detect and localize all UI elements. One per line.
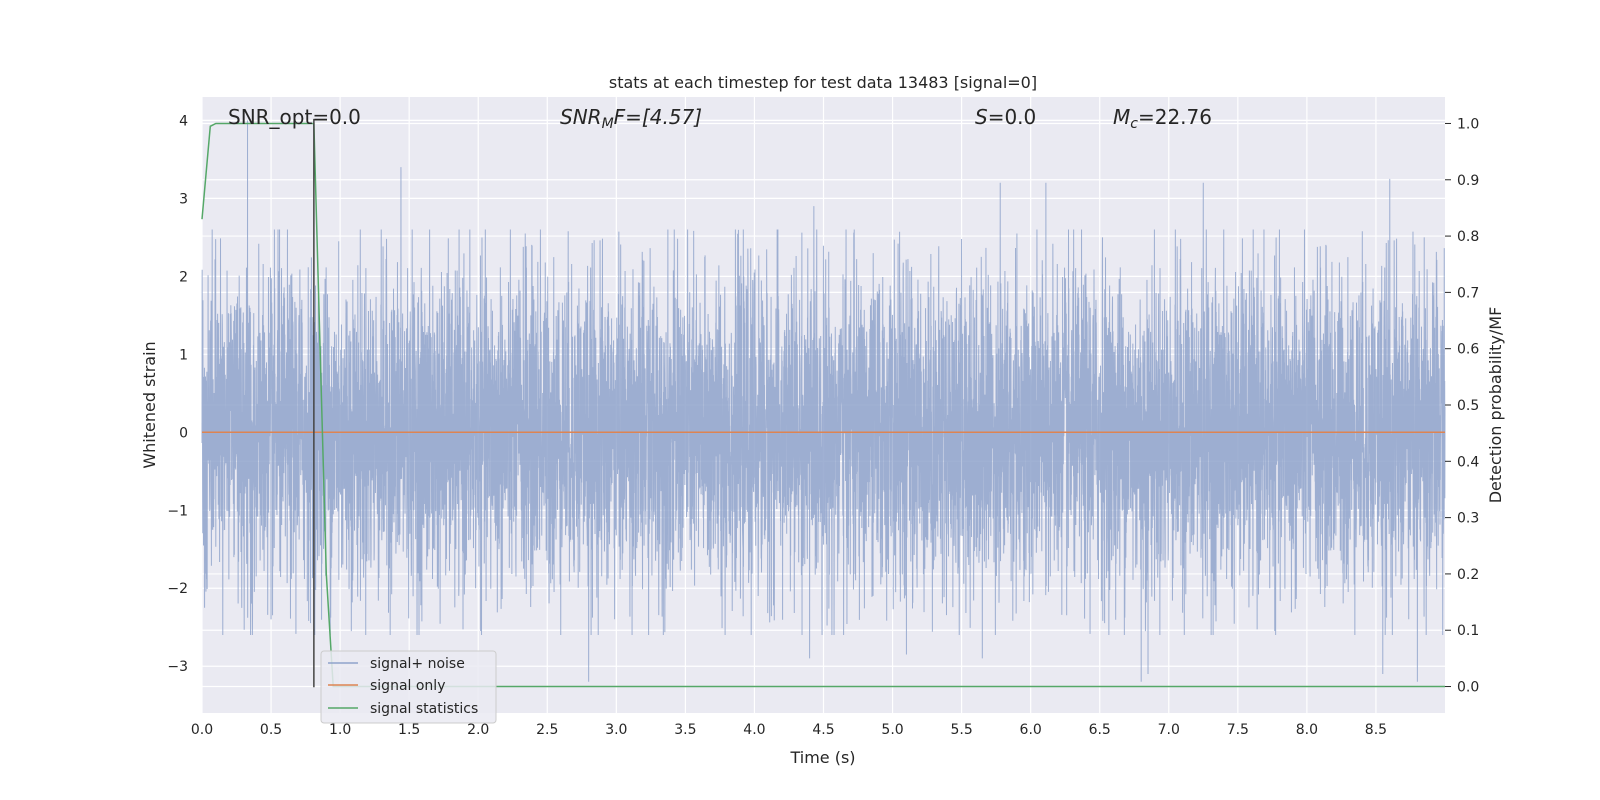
annotation-s-main: S bbox=[975, 105, 988, 129]
x-tick-label: 0.0 bbox=[191, 722, 213, 738]
annotation-snr-opt: SNR_opt=0.0 bbox=[228, 105, 361, 129]
x-tick-label: 4.0 bbox=[743, 722, 765, 738]
annotation-snr-mf: SNRMF=[4.57] bbox=[560, 105, 702, 132]
series-signal-noise bbox=[201, 120, 1446, 682]
annotation-s: S=0.0 bbox=[975, 105, 1036, 129]
y-tick-label: 4 bbox=[179, 113, 188, 129]
y2-tick-label: 0.6 bbox=[1457, 342, 1479, 358]
x-tick-label: 1.5 bbox=[398, 722, 420, 738]
legend: signal+ noise signal only signal statist… bbox=[320, 650, 497, 724]
y2-tick-label: 1.0 bbox=[1457, 116, 1479, 132]
y2-tick-label: 0.4 bbox=[1457, 454, 1479, 470]
annotation-snr-mf-rest: F=[4.57] bbox=[614, 105, 702, 129]
y2-tick-label: 0.1 bbox=[1457, 623, 1479, 639]
y-tick-label: 3 bbox=[179, 191, 188, 207]
x-tick-label: 1.0 bbox=[329, 722, 351, 738]
series-signal-statistics bbox=[201, 122, 1445, 688]
y-axis-right: 0.0 0.1 0.2 0.3 0.4 0.5 0.6 0.7 0.8 0.9 1.0 bbox=[1445, 116, 1479, 696]
y2-tick-label: 0.9 bbox=[1457, 173, 1479, 189]
x-tick-label: 7.0 bbox=[1158, 722, 1180, 738]
annotation-mc-main: M bbox=[1113, 105, 1130, 129]
x-tick-label: 8.5 bbox=[1365, 722, 1387, 738]
x-tick-label: 6.0 bbox=[1020, 722, 1042, 738]
x-tick-label: 8.0 bbox=[1296, 722, 1318, 738]
x-tick-label: 3.0 bbox=[605, 722, 627, 738]
x-tick-label: 4.5 bbox=[812, 722, 834, 738]
x-tick-label: 6.5 bbox=[1089, 722, 1111, 738]
x-tick-label: 2.5 bbox=[536, 722, 558, 738]
legend-label-signal-only: signal only bbox=[370, 678, 445, 694]
annotation-snr-mf-main: SNR bbox=[560, 105, 602, 129]
signal-statistics-line bbox=[201, 122, 1445, 688]
x-tick-label: 7.5 bbox=[1227, 722, 1249, 738]
noise-line bbox=[201, 120, 1446, 682]
y-tick-label: −3 bbox=[167, 659, 188, 675]
y-tick-label: −2 bbox=[167, 581, 188, 597]
y-tick-label: 0 bbox=[179, 425, 188, 441]
x-tick-label: 3.5 bbox=[674, 722, 696, 738]
y2-tick-label: 0.8 bbox=[1457, 229, 1479, 245]
chart-title: stats at each timestep for test data 134… bbox=[609, 73, 1037, 92]
legend-box bbox=[320, 650, 497, 724]
annotation-s-rest: =0.0 bbox=[988, 105, 1037, 129]
annotation-mc: Mc=22.76 bbox=[1113, 105, 1212, 132]
legend-label-signal-noise: signal+ noise bbox=[370, 656, 465, 672]
y2-tick-label: 0.2 bbox=[1457, 567, 1479, 583]
y-axis-left: −3 −2 −1 0 1 2 3 4 bbox=[167, 113, 188, 675]
x-tick-label: 0.5 bbox=[260, 722, 282, 738]
y2-tick-label: 0.0 bbox=[1457, 680, 1479, 696]
y-tick-label: −1 bbox=[167, 503, 188, 519]
y-tick-label: 2 bbox=[179, 269, 188, 285]
y-axis-label: Whitened strain bbox=[140, 341, 159, 468]
y2-tick-label: 0.5 bbox=[1457, 398, 1479, 414]
y2-tick-label: 0.3 bbox=[1457, 511, 1479, 527]
y2-tick-label: 0.7 bbox=[1457, 285, 1479, 301]
annotation-mc-rest: =22.76 bbox=[1138, 105, 1212, 129]
annotation-mc-sub: c bbox=[1130, 116, 1138, 132]
x-axis: 0.0 0.5 1.0 1.5 2.0 2.5 3.0 3.5 4.0 4.5 5.0 5.5 6.0 6… bbox=[191, 722, 1387, 738]
x-axis-label: Time (s) bbox=[789, 748, 855, 767]
legend-label-signal-statistics: signal statistics bbox=[370, 701, 478, 717]
y-tick-label: 1 bbox=[179, 347, 188, 363]
x-tick-label: 5.0 bbox=[881, 722, 903, 738]
annotation-snr-mf-sub: M bbox=[602, 116, 614, 132]
x-tick-label: 5.5 bbox=[950, 722, 972, 738]
x-tick-label: 2.0 bbox=[467, 722, 489, 738]
y2-axis-label: Detection probability/MF bbox=[1486, 307, 1505, 504]
